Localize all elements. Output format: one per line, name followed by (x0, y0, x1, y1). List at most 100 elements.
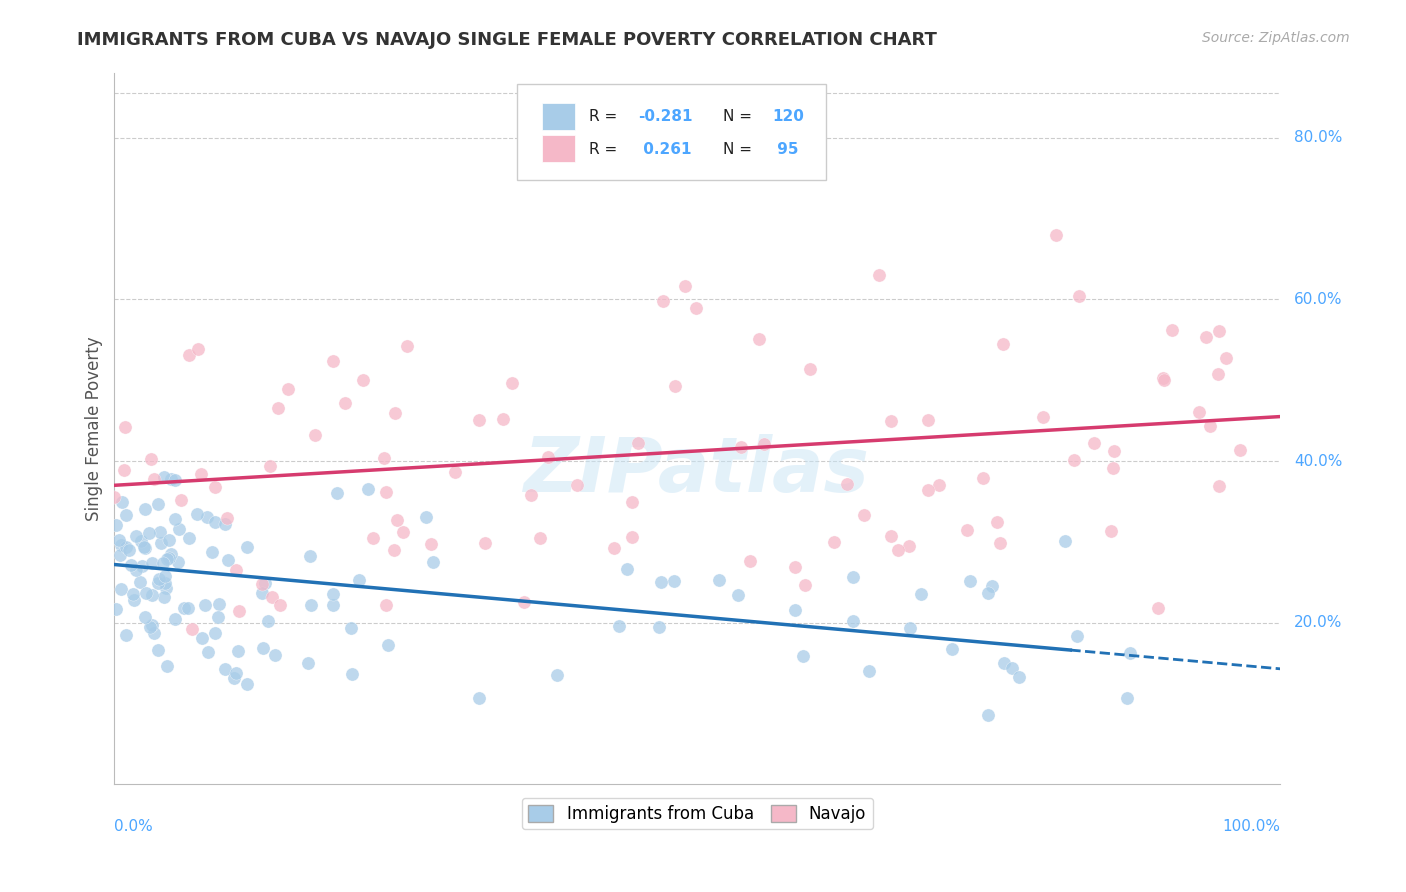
Point (415, 510, 437, 524)
Text: R =: R = (589, 142, 621, 157)
Point (322, 598, 344, 612)
Point (392, 525, 415, 540)
Point (837, 476, 859, 491)
Point (754, 437, 776, 451)
Text: 20.0%: 20.0% (1294, 615, 1343, 631)
Point (111, 495, 134, 509)
Point (176, 600, 198, 615)
Legend: Immigrants from Cuba, Navajo: Immigrants from Cuba, Navajo (522, 798, 873, 830)
Point (304, 428, 326, 442)
Point (129, 574, 152, 589)
Point (1032, 409, 1054, 424)
Point (664, 379, 686, 393)
Point (257, 614, 280, 628)
Point (842, 614, 865, 628)
Point (1229, 443, 1251, 458)
Point (134, 541, 156, 555)
Point (1045, 228, 1067, 243)
Point (910, 587, 932, 601)
Point (250, 577, 273, 591)
Text: R =: R = (589, 109, 621, 124)
Point (1069, 288, 1091, 302)
Point (110, 582, 132, 596)
Point (382, 543, 405, 558)
Point (880, 529, 903, 543)
Point (131, 558, 153, 573)
Point (191, 631, 214, 645)
Point (492, 411, 515, 425)
Point (357, 483, 380, 497)
Point (217, 553, 239, 567)
Point (269, 598, 291, 612)
Point (799, 362, 821, 376)
Point (607, 619, 630, 633)
Point (422, 555, 444, 569)
Point (132, 540, 155, 554)
Point (250, 586, 273, 600)
Point (152, 470, 174, 484)
Point (236, 677, 259, 691)
Point (322, 354, 344, 368)
Point (1063, 452, 1085, 467)
Point (236, 540, 259, 554)
Point (1206, 367, 1229, 381)
FancyBboxPatch shape (516, 84, 825, 179)
Point (201, 544, 224, 558)
Point (105, 602, 128, 616)
Point (1054, 534, 1077, 549)
Point (648, 620, 671, 634)
Point (340, 667, 363, 681)
Point (208, 597, 231, 611)
Point (179, 531, 201, 545)
Point (195, 510, 218, 524)
Point (177, 348, 200, 362)
Point (972, 471, 994, 485)
Point (347, 573, 370, 587)
Point (141, 588, 163, 602)
Point (115, 508, 138, 523)
Point (155, 581, 177, 595)
Point (120, 558, 142, 573)
Text: 40.0%: 40.0% (1294, 453, 1343, 468)
Point (297, 656, 319, 670)
Point (108, 549, 131, 563)
Point (537, 450, 560, 464)
Point (173, 601, 195, 615)
Point (842, 570, 865, 584)
Point (374, 599, 396, 613)
Point (226, 644, 249, 658)
Point (419, 536, 441, 550)
Point (214, 516, 236, 531)
Text: 120: 120 (772, 109, 804, 124)
Point (785, 602, 807, 616)
Point (163, 512, 186, 526)
Point (650, 575, 672, 590)
Point (142, 625, 165, 640)
Point (990, 536, 1012, 550)
Point (110, 537, 132, 551)
Point (373, 451, 395, 466)
Point (887, 543, 910, 558)
Point (956, 523, 979, 537)
Point (141, 617, 163, 632)
Point (122, 586, 145, 600)
Point (709, 573, 731, 587)
Point (152, 590, 174, 604)
Point (115, 540, 138, 554)
Point (146, 643, 169, 657)
Point (225, 665, 247, 680)
Point (181, 623, 204, 637)
Point (662, 574, 685, 588)
Point (149, 524, 172, 539)
Point (139, 620, 162, 634)
Point (264, 648, 287, 662)
Text: 60.0%: 60.0% (1294, 292, 1343, 307)
Point (170, 492, 193, 507)
Point (529, 531, 551, 545)
Point (567, 478, 589, 492)
Point (1099, 524, 1122, 538)
Point (520, 488, 543, 502)
Text: 95: 95 (772, 142, 799, 157)
Point (228, 603, 250, 617)
Point (125, 563, 148, 577)
